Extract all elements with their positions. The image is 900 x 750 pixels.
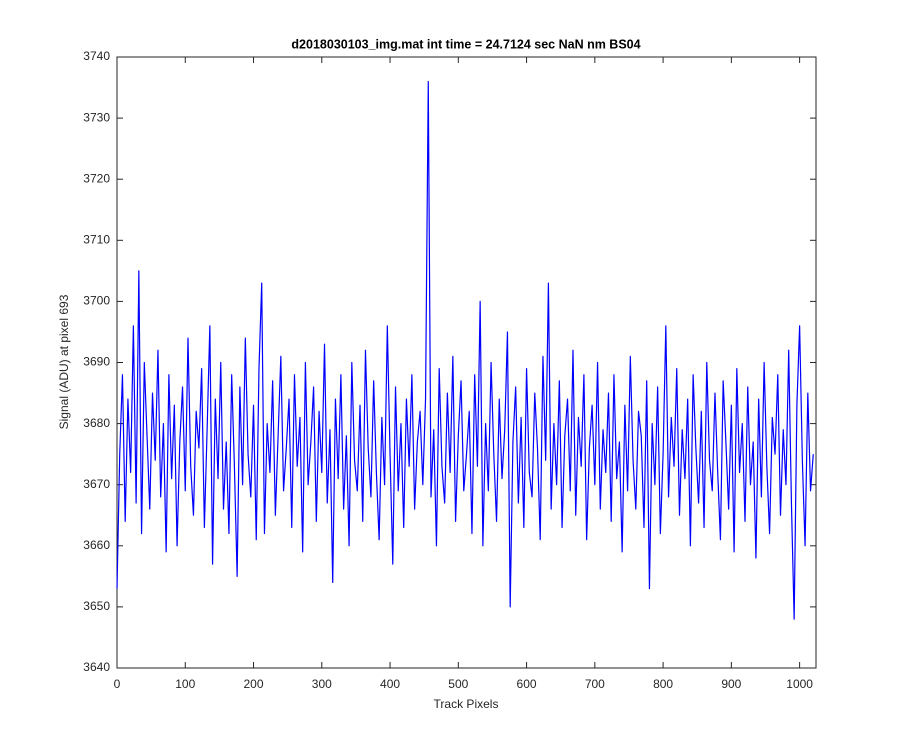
y-tick-label: 3740 — [83, 49, 110, 63]
y-tick-label: 3680 — [83, 416, 110, 430]
y-tick-label: 3690 — [83, 355, 110, 369]
y-tick-label: 3640 — [83, 660, 110, 674]
x-tick-label: 800 — [653, 677, 673, 691]
y-tick-label: 3650 — [83, 599, 110, 613]
y-tick-label: 3710 — [83, 232, 110, 246]
x-tick-label: 0 — [114, 677, 121, 691]
x-tick-label: 100 — [175, 677, 195, 691]
x-tick-label: 600 — [517, 677, 537, 691]
x-tick-label: 300 — [312, 677, 332, 691]
data-line — [116, 80, 814, 620]
x-tick-label: 500 — [448, 677, 468, 691]
x-tick-label: 200 — [244, 677, 264, 691]
x-tick-label: 700 — [585, 677, 605, 691]
y-tick-label: 3670 — [83, 477, 110, 491]
x-tick-label: 900 — [721, 677, 741, 691]
chart-title: d2018030103_img.mat int time = 24.7124 s… — [291, 37, 640, 51]
x-axis-label: Track Pixels — [434, 697, 499, 711]
x-tick-label: 400 — [380, 677, 400, 691]
y-tick-label: 3660 — [83, 538, 110, 552]
y-tick-label: 3730 — [83, 110, 110, 124]
y-tick-label: 3720 — [83, 171, 110, 185]
plot-area — [116, 56, 817, 669]
y-tick-label: 3700 — [83, 294, 110, 308]
y-axis-label: Signal (ADU) at pixel 693 — [57, 294, 71, 429]
x-tick-label: 1000 — [786, 677, 813, 691]
